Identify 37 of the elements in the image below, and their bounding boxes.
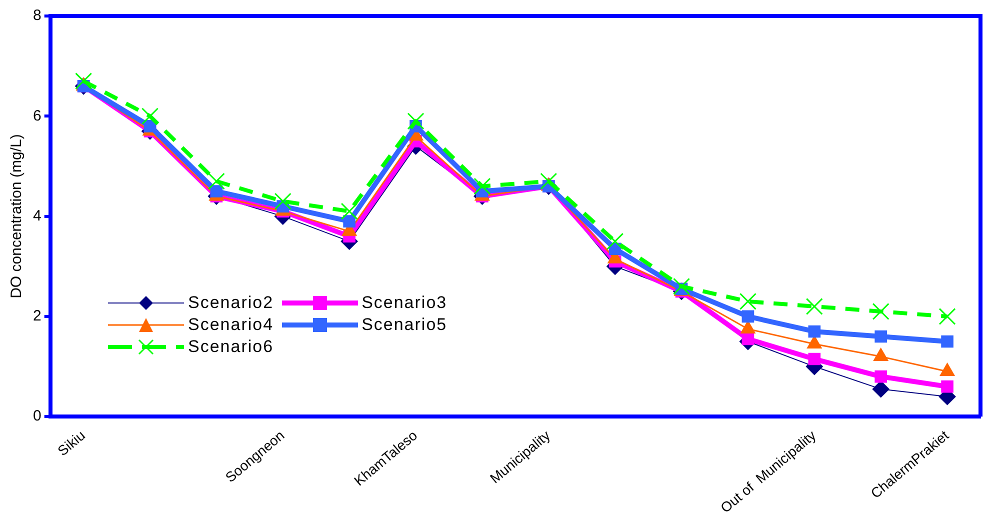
point xyxy=(474,178,491,195)
point xyxy=(340,202,358,220)
point xyxy=(941,335,954,348)
point xyxy=(742,332,754,346)
point xyxy=(938,308,956,325)
y-tick-label: 2 xyxy=(33,308,42,325)
point xyxy=(208,172,225,190)
point xyxy=(874,330,887,343)
x-tick-label: Sikiu xyxy=(54,427,88,459)
point xyxy=(808,352,821,366)
point xyxy=(75,72,92,90)
point xyxy=(874,370,887,383)
y-axis-title: DO concentration (mg/L) xyxy=(8,134,26,298)
point xyxy=(941,380,954,393)
point xyxy=(872,302,890,320)
y-tick-label: 8 xyxy=(33,7,42,24)
point xyxy=(407,112,424,130)
point xyxy=(210,185,223,198)
point xyxy=(739,292,756,310)
point xyxy=(672,278,690,295)
point xyxy=(274,192,292,210)
y-tick-label: 4 xyxy=(33,207,42,224)
point xyxy=(141,108,159,125)
legend-label: Scenario5 xyxy=(362,315,448,335)
point xyxy=(540,172,558,190)
y-tick-label: 0 xyxy=(33,408,42,425)
legend-label: Scenario4 xyxy=(188,315,274,335)
point xyxy=(808,325,821,338)
point xyxy=(343,215,356,228)
point xyxy=(872,380,890,398)
point xyxy=(806,298,823,315)
legend-label: Scenario3 xyxy=(362,293,448,313)
point xyxy=(742,310,754,323)
legend-label: Scenario2 xyxy=(188,293,274,313)
legend-label: Scenario6 xyxy=(188,337,274,357)
point xyxy=(606,232,624,250)
y-tick-label: 6 xyxy=(33,107,42,124)
